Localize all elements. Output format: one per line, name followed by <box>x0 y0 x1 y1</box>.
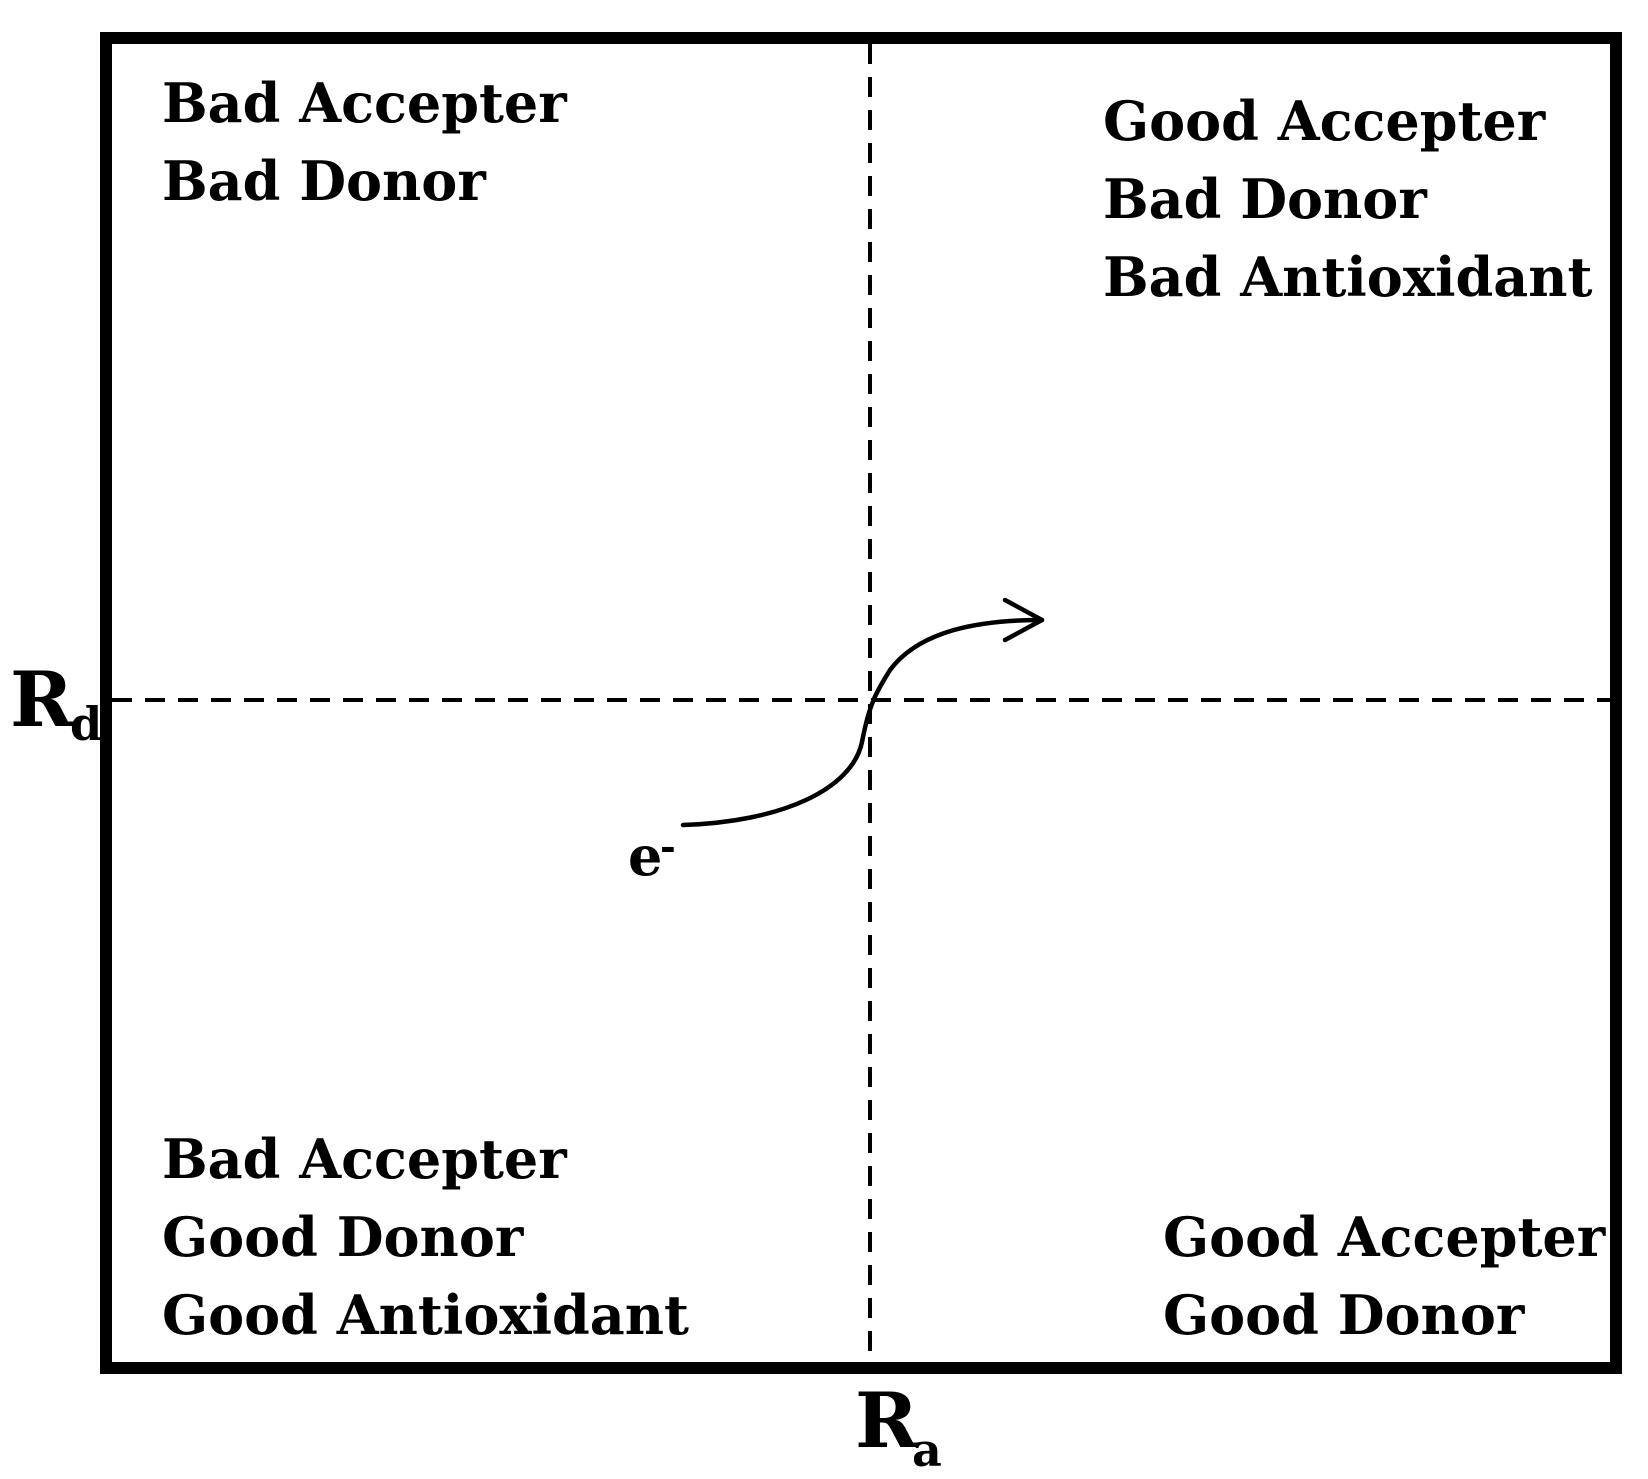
y-axis-label: R d <box>10 655 102 751</box>
diagram-frame <box>100 32 1622 1374</box>
quadrant-label-line: Good Accepter <box>1103 89 1546 153</box>
y-axis-label-subscript: d <box>70 697 102 751</box>
quadrant-label-line: Bad Antioxidant <box>1103 245 1593 309</box>
quadrant-label-line: Bad Donor <box>162 149 486 213</box>
electron-label-main: e <box>628 824 662 888</box>
quadrant-label-line: Bad Accepter <box>162 71 567 135</box>
electron-label: e - <box>628 824 676 888</box>
quadrant-label-line: Bad Accepter <box>162 1127 567 1191</box>
quadrant-top-right: Good Accepter Bad Donor Bad Antioxidant <box>1103 89 1593 309</box>
quadrant-label-line: Good Donor <box>162 1205 524 1269</box>
quadrant-label-line: Bad Donor <box>1103 167 1427 231</box>
x-axis-label-subscript: a <box>912 1423 942 1477</box>
quadrant-bottom-right: Good Accepter Good Donor <box>1163 1205 1606 1347</box>
electron-label-superscript: - <box>660 824 676 869</box>
arrowhead-icon <box>1002 597 1045 643</box>
quadrant-label-line: Good Accepter <box>1163 1205 1606 1269</box>
quadrant-label-line: Good Antioxidant <box>162 1283 689 1347</box>
x-axis-label-main: R <box>855 1376 919 1465</box>
quadrant-bottom-left: Bad Accepter Good Donor Good Antioxidant <box>162 1127 689 1347</box>
electron-transfer-arrow <box>680 617 1045 828</box>
quadrant-label-line: Good Donor <box>1163 1283 1525 1347</box>
y-axis-label-main: R <box>10 655 74 744</box>
quadrant-top-left: Bad Accepter Bad Donor <box>162 71 567 213</box>
x-axis-label: R a <box>855 1376 942 1477</box>
